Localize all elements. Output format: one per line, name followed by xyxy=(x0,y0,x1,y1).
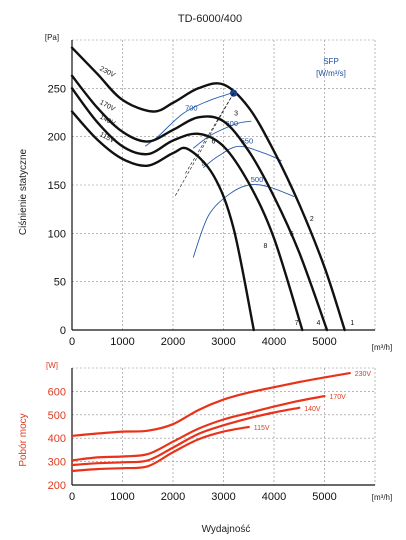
power-x-tick-label: 5000 xyxy=(312,491,336,503)
pressure-y-tick-label: 250 xyxy=(48,83,66,95)
pressure-y-tick-label: 100 xyxy=(48,228,66,240)
sfp-curve-600 xyxy=(192,120,252,149)
power-y-tick-label: 600 xyxy=(48,386,66,398)
pressure-y-tick-label: 200 xyxy=(48,132,66,144)
pressure-series-115v xyxy=(70,110,255,332)
power-x-tick-label: 2000 xyxy=(161,491,185,503)
system-curve-line xyxy=(175,93,234,196)
power-x-unit: [m³/h] xyxy=(372,493,392,502)
pressure-series xyxy=(70,46,346,332)
sfp-curve-500 xyxy=(192,184,295,258)
power-series-230v xyxy=(70,372,351,437)
pressure-axes: 0 1000 2000 3000 4000 5000 0 50 100 150 200 250 xyxy=(48,40,375,348)
pressure-x-unit: [m³/h] xyxy=(372,343,392,352)
chart-title: TD-6000/400 xyxy=(178,13,242,25)
sfp-curve-550 xyxy=(203,145,282,168)
pressure-series-170v xyxy=(70,74,329,332)
power-series-label: 230V xyxy=(355,371,372,378)
power-series-115v xyxy=(70,425,250,473)
curve-point-label: 5 xyxy=(290,231,294,238)
power-series-label: 170V xyxy=(330,394,347,401)
power-x-tick-label: 1000 xyxy=(110,491,134,503)
power-x-tick-label: 0 xyxy=(69,491,75,503)
sfp-unit: [W/m³/s] xyxy=(316,69,346,78)
x-axis-label: Wydajność xyxy=(202,524,251,535)
power-y-label: Pobór mocy xyxy=(18,413,29,466)
power-x-tick-label: 3000 xyxy=(211,491,235,503)
pressure-plot: 0 1000 2000 3000 4000 5000 0 50 100 150 200 250 700… xyxy=(18,33,392,352)
power-x-tick-label: 4000 xyxy=(262,491,286,503)
pressure-series-230v xyxy=(70,46,346,332)
sfp-curve-label: 600 xyxy=(226,119,239,128)
curve-point-label: 8 xyxy=(263,243,267,250)
power-axes: 0 1000 2000 3000 4000 5000 200 300 400 500 600 xyxy=(48,368,375,503)
curve-point-label: 2 xyxy=(310,216,314,223)
power-grid xyxy=(72,367,376,485)
pressure-y-tick-label: 50 xyxy=(54,277,66,289)
curve-point-label: 1 xyxy=(350,320,354,327)
sfp-curve-label: 550 xyxy=(241,136,254,145)
power-series-140v xyxy=(70,406,301,467)
pressure-y-tick-label: 0 xyxy=(60,325,66,337)
curve-point-label: 7 xyxy=(295,320,299,327)
pressure-x-tick-label: 4000 xyxy=(262,336,286,348)
power-series-label: 140V xyxy=(304,406,321,413)
sfp-title: SFP xyxy=(323,57,339,66)
curve-point-label: 3 xyxy=(234,110,238,117)
power-series xyxy=(70,372,351,473)
power-y-unit: [W] xyxy=(46,361,58,370)
system-curve-line xyxy=(185,93,234,174)
power-y-tick-label: 300 xyxy=(48,457,66,469)
pressure-x-tick-label: 0 xyxy=(69,336,75,348)
power-labels: 230V 170V 140V 115V xyxy=(254,371,372,432)
pressure-x-tick-label: 1000 xyxy=(110,336,134,348)
pressure-y-label: Ciśnienie statyczne xyxy=(18,148,29,235)
pressure-series-140v xyxy=(70,87,304,332)
sfp-curve-label: 500 xyxy=(251,175,264,184)
sfp-curve-label: 700 xyxy=(185,103,198,112)
pressure-x-tick-label: 2000 xyxy=(161,336,185,348)
pressure-x-tick-label: 5000 xyxy=(312,336,336,348)
curve-point-label: 6 xyxy=(211,138,215,145)
power-series-label: 115V xyxy=(254,425,270,432)
curve-point-label: 9 xyxy=(201,161,205,168)
power-series-170v xyxy=(70,395,326,462)
pressure-y-tick-label: 150 xyxy=(48,180,66,192)
pressure-y-unit: [Pa] xyxy=(45,33,59,42)
pressure-x-tick-label: 3000 xyxy=(211,336,235,348)
pressure-grid xyxy=(72,39,376,330)
power-y-tick-label: 500 xyxy=(48,410,66,422)
power-y-tick-label: 200 xyxy=(48,480,66,492)
power-plot: 0 1000 2000 3000 4000 5000 200 300 400 500 600 230… xyxy=(18,361,392,535)
power-y-tick-label: 400 xyxy=(48,433,66,445)
curve-point-label: 4 xyxy=(316,320,320,327)
